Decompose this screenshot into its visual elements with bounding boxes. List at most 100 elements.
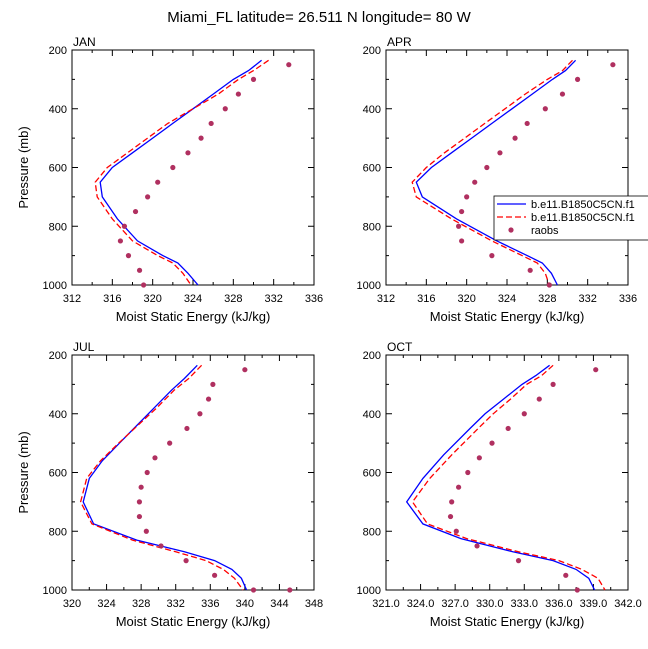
raobs-point [125,253,132,259]
raobs-point [242,367,248,373]
raobs-point [184,425,190,432]
x-tick-label: 312 [377,293,395,305]
raobs-point [222,106,228,112]
raobs-point [212,572,218,578]
x-tick-label: 324 [97,598,115,610]
y-axis-label: Pressure (mb) [16,126,31,208]
x-tick-label: 320 [143,293,161,305]
x-axis-label: Moist Static Energy (kJ/kg) [116,614,271,629]
y-tick-label: 600 [49,468,67,480]
raobs-point [512,135,518,141]
model-solid-line [415,59,577,286]
panel-label: JAN [73,35,96,49]
raobs-point [610,62,616,68]
legend-label: raobs [531,225,559,237]
panel-jan: JAN 312 316 320 324 328 332 336 200 400 600 800 1000… [16,35,323,324]
raobs-point [474,543,480,549]
x-tick-label: 328 [132,598,150,610]
raobs-point [136,267,143,273]
raobs-point [117,238,123,244]
raobs-point [183,558,189,564]
raobs-point [140,282,147,288]
raobs-point [476,455,482,461]
raobs-point [472,179,478,185]
raobs-point [521,411,527,417]
raobs-point [287,587,293,593]
x-axis-label: Moist Static Energy (kJ/kg) [116,309,271,324]
raobs-point [524,120,530,127]
raobs-point [593,367,599,373]
y-tick-label: 200 [363,350,381,362]
legend-box [493,195,648,241]
raobs-point [453,528,459,534]
x-tick-label: 332 [578,293,596,305]
x-tick-label: 328 [538,293,556,305]
raobs-point [170,164,176,171]
x-tick-label: 339.0 [580,598,608,610]
raobs-point [136,513,143,520]
x-tick-label: 324.0 [407,598,435,610]
x-tick-label: 342.0 [614,598,642,610]
panel-apr: APR 312 316 320 324 328 332 336 200 400 600 800 1000… [357,35,638,324]
x-tick-label: 336.0 [545,598,573,610]
figure-title: Miami_FL latitude= 26.511 N longitude= 8… [167,9,471,26]
x-tick-label: 321.0 [372,598,400,610]
raobs-point [155,179,161,185]
y-tick-label: 600 [363,163,381,175]
panel-label: APR [387,35,412,49]
x-tick-label: 316 [417,293,435,305]
raobs-point [546,282,552,288]
x-tick-label: 348 [305,598,323,610]
raobs-point [536,396,542,402]
raobs-point [489,253,495,259]
y-tick-label: 800 [363,526,381,538]
raobs-point [449,499,455,505]
y-tick-label: 800 [49,526,67,538]
panel-oct: OCT 321.0 324.0 327.0 330.0 333.0 336.0 339.0 34… [357,340,642,629]
raobs-point [250,587,257,593]
raobs-point [465,469,471,476]
raobs-point [250,76,257,82]
raobs-point [464,194,470,200]
model-solid-line [82,364,248,591]
raobs-point [136,499,143,505]
model-dashed-line [411,59,573,286]
x-tick-label: 336 [305,293,323,305]
x-tick-label: 333.0 [511,598,539,610]
x-tick-label: 327.0 [441,598,469,610]
model-dashed-line [79,364,244,591]
y-tick-label: 400 [49,409,67,421]
x-tick-label: 320 [457,293,475,305]
raobs-point [447,513,454,520]
y-tick-label: 400 [49,104,67,116]
raobs-point [208,120,214,127]
x-tick-label: 336 [619,293,637,305]
y-tick-label: 200 [49,350,67,362]
x-tick-label: 332 [264,293,282,305]
legend-marker-raobs [508,227,514,233]
y-axis-label: Pressure (mb) [16,431,31,513]
x-tick-label: 330.0 [476,598,504,610]
raobs-point [456,484,462,490]
legend-label: b.e11.B1850C5CN.f1 [531,212,635,224]
raobs-point [197,411,203,417]
model-solid-line [405,364,596,591]
model-dashed-line [411,364,606,591]
raobs-point [138,484,144,490]
raobs-point [210,381,216,387]
x-axis-label: Moist Static Energy (kJ/kg) [430,614,585,629]
raobs-point [235,91,241,97]
x-tick-label: 336 [201,598,219,610]
raobs-point [205,396,212,402]
raobs-point [152,455,158,461]
raobs-point [143,528,149,534]
model-dashed-line [94,59,269,286]
plot-frame [385,354,629,591]
raobs-point [459,238,465,244]
raobs-point [456,223,462,229]
raobs-point [574,76,581,82]
y-tick-label: 1000 [43,585,67,597]
y-tick-label: 600 [363,468,381,480]
raobs-point [145,194,151,200]
